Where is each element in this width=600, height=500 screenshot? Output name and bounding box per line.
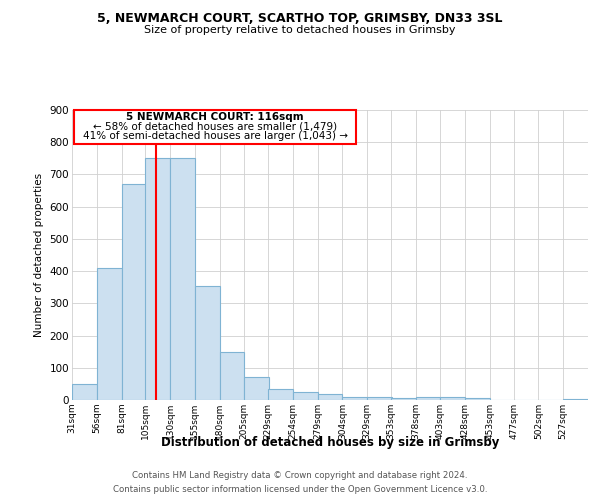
Bar <box>145 158 170 400</box>
Text: 41% of semi-detached houses are larger (1,043) →: 41% of semi-detached houses are larger (… <box>83 131 347 141</box>
Bar <box>391 398 416 400</box>
Bar <box>563 399 588 400</box>
Bar <box>317 394 343 400</box>
Bar <box>293 392 317 400</box>
Bar <box>170 158 195 400</box>
Bar <box>268 388 293 400</box>
Bar <box>244 378 269 400</box>
Bar <box>122 184 146 400</box>
Bar <box>440 398 465 400</box>
Bar <box>343 397 367 400</box>
Bar <box>97 268 122 400</box>
Text: ← 58% of detached houses are smaller (1,479): ← 58% of detached houses are smaller (1,… <box>93 122 337 132</box>
Bar <box>367 398 392 400</box>
Text: Contains HM Land Registry data © Crown copyright and database right 2024.: Contains HM Land Registry data © Crown c… <box>132 472 468 480</box>
Bar <box>72 384 97 400</box>
FancyBboxPatch shape <box>74 110 356 144</box>
Text: 5 NEWMARCH COURT: 116sqm: 5 NEWMARCH COURT: 116sqm <box>127 112 304 122</box>
Text: Contains public sector information licensed under the Open Government Licence v3: Contains public sector information licen… <box>113 484 487 494</box>
Bar <box>465 398 490 400</box>
Bar <box>195 286 220 400</box>
Text: 5, NEWMARCH COURT, SCARTHO TOP, GRIMSBY, DN33 3SL: 5, NEWMARCH COURT, SCARTHO TOP, GRIMSBY,… <box>97 12 503 26</box>
Text: Distribution of detached houses by size in Grimsby: Distribution of detached houses by size … <box>161 436 499 449</box>
Bar <box>416 398 440 400</box>
Text: Size of property relative to detached houses in Grimsby: Size of property relative to detached ho… <box>144 25 456 35</box>
Y-axis label: Number of detached properties: Number of detached properties <box>34 173 44 337</box>
Bar <box>220 352 244 400</box>
